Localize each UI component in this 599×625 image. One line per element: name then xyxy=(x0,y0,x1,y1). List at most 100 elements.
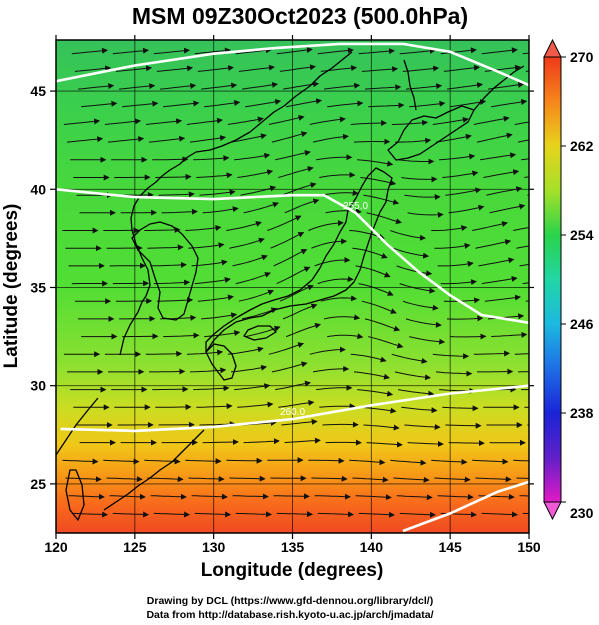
streamline xyxy=(188,475,225,482)
streamline xyxy=(405,318,442,328)
streamline xyxy=(278,399,315,408)
streamline xyxy=(112,511,150,518)
streamline xyxy=(404,194,441,201)
streamline xyxy=(446,315,484,322)
streamline xyxy=(399,283,436,294)
streamline xyxy=(513,227,529,231)
streamline xyxy=(78,83,115,90)
streamline xyxy=(230,364,268,373)
streamline xyxy=(185,225,222,231)
streamline xyxy=(398,389,435,397)
grid-lines xyxy=(56,40,529,533)
streamline xyxy=(473,350,511,357)
streamline xyxy=(270,232,305,249)
streamline xyxy=(286,98,323,108)
streamline xyxy=(481,275,518,285)
streamline xyxy=(71,47,108,55)
streamline xyxy=(122,100,159,108)
contour-label: 260.0 xyxy=(280,407,305,418)
streamline xyxy=(245,98,282,108)
x-tick-label: 120 xyxy=(44,539,68,555)
streamline xyxy=(448,204,485,214)
streamline xyxy=(390,459,427,466)
streamline xyxy=(309,346,346,355)
streamline xyxy=(517,371,529,373)
streamline xyxy=(398,158,435,165)
streamline xyxy=(472,458,509,465)
streamline xyxy=(358,48,395,55)
x-tick-label: 150 xyxy=(517,539,541,555)
streamline xyxy=(312,365,350,373)
streamline xyxy=(276,46,313,55)
coastlines xyxy=(56,51,525,521)
streamline xyxy=(368,336,404,349)
streamline xyxy=(363,194,400,205)
streamline xyxy=(322,421,359,428)
colorbar: 230 238 246 254 262 270 xyxy=(543,38,594,521)
streamline xyxy=(364,318,401,332)
coast-kurils xyxy=(473,65,525,111)
contour-label: 255.0 xyxy=(343,201,368,212)
streamline xyxy=(317,511,354,518)
streamline xyxy=(314,256,351,267)
streamline xyxy=(440,279,477,286)
streamline xyxy=(484,64,521,72)
coast-japan-honshu xyxy=(205,167,393,353)
streamline xyxy=(238,289,275,302)
streamline xyxy=(361,66,399,73)
streamline xyxy=(361,300,397,314)
streamline xyxy=(145,118,183,125)
streamline xyxy=(363,424,400,431)
streamline xyxy=(234,383,271,391)
streamline xyxy=(276,511,313,518)
streamline xyxy=(271,361,308,373)
streamline xyxy=(513,459,529,462)
x-axis-label: Longitude (degrees) xyxy=(201,560,384,581)
streamline xyxy=(514,121,529,125)
temperature-contours: 255.0 250.0 260.0 xyxy=(56,40,529,533)
streamline xyxy=(153,279,191,286)
streamline xyxy=(514,353,529,355)
streamline xyxy=(191,493,228,500)
streamline xyxy=(279,284,314,302)
streamline xyxy=(357,159,394,167)
streamline xyxy=(487,313,525,320)
streamline xyxy=(276,266,311,285)
streamline xyxy=(158,191,195,198)
streamline xyxy=(243,438,280,445)
streamline xyxy=(350,353,387,363)
streamline xyxy=(357,389,394,397)
streamline xyxy=(393,247,430,259)
streamline xyxy=(516,477,529,479)
streamline xyxy=(521,158,529,161)
colorbar-fill xyxy=(543,56,562,503)
streamline xyxy=(196,172,233,179)
streamline xyxy=(243,201,279,214)
streamline xyxy=(517,139,529,143)
streamline xyxy=(396,494,433,501)
colorbar-tick-label: 230 xyxy=(570,505,594,521)
streamline xyxy=(323,314,361,321)
streamline xyxy=(273,249,308,267)
streamline xyxy=(442,170,479,178)
streamline xyxy=(109,493,146,500)
streamline xyxy=(241,81,279,90)
streamline xyxy=(281,418,318,426)
streamline xyxy=(519,495,529,497)
streamline xyxy=(390,230,426,241)
streamline xyxy=(153,511,191,518)
streamline xyxy=(74,65,112,72)
streamline xyxy=(350,120,388,126)
streamline xyxy=(229,237,265,249)
streamline xyxy=(281,182,317,196)
streamline xyxy=(148,135,186,143)
x-tick-label: 125 xyxy=(123,539,147,555)
streamline xyxy=(445,187,482,196)
plot-area: 255.0 250.0 260.0 xyxy=(55,39,530,534)
streamline xyxy=(144,226,181,233)
x-tick-label: 145 xyxy=(438,539,462,555)
streamline xyxy=(519,263,529,267)
streamline xyxy=(401,406,438,414)
streamline xyxy=(186,349,224,356)
streamline xyxy=(65,476,102,483)
